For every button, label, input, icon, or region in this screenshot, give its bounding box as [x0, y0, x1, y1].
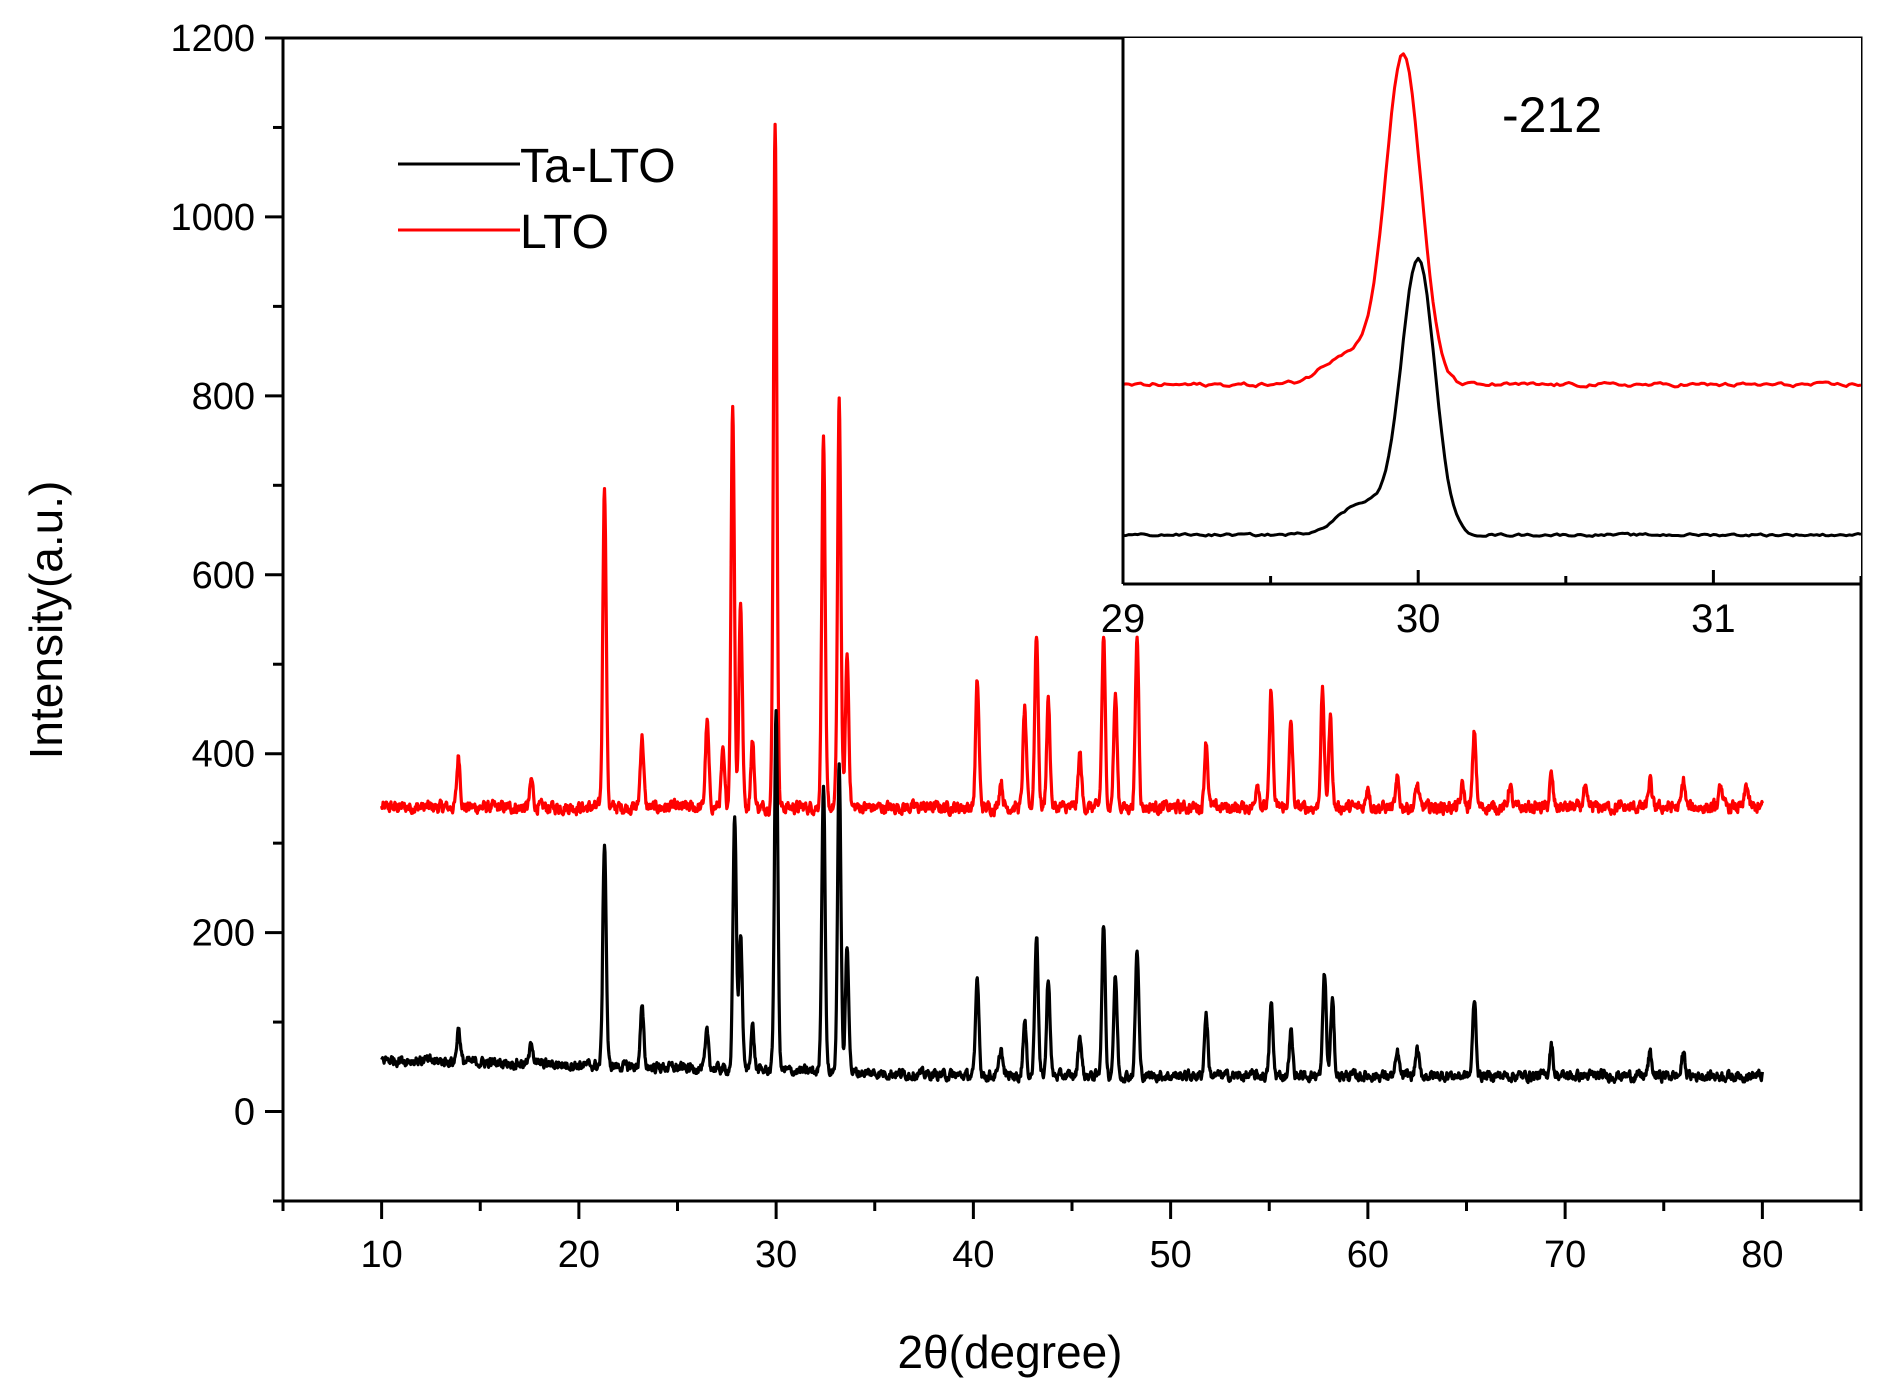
x-tick-label-60: 60: [1347, 1234, 1389, 1276]
x-tick-label-40: 40: [952, 1234, 994, 1276]
series-line-lto: [380, 122, 1764, 818]
y-axis-title: Intensity(a.u.): [20, 481, 72, 760]
inset-series-group: [1122, 52, 1862, 538]
x-tick-label-20: 20: [558, 1234, 600, 1276]
y-tick-label-0: 0: [234, 1092, 255, 1134]
inset-axis-tick-labels: 29 30 31: [1101, 597, 1736, 641]
y-tick-label-1000: 1000: [170, 197, 255, 239]
y-tick-label-200: 200: [192, 913, 255, 955]
inset-plot: 29 30 31 -212: [1101, 38, 1863, 641]
y-tick-label-400: 400: [192, 734, 255, 776]
main-series-group: [380, 122, 1764, 1085]
inset-background: [1123, 38, 1861, 584]
y-tick-label-800: 800: [192, 376, 255, 418]
legend: Ta-LTO LTO: [398, 140, 676, 259]
x-tick-label-30: 30: [755, 1234, 797, 1276]
main-axis-ticks: [265, 36, 1863, 1219]
legend-label-ta-lto: Ta-LTO: [520, 140, 676, 193]
x-tick-label-80: 80: [1741, 1234, 1783, 1276]
inset-x-tick-label-29: 29: [1101, 597, 1146, 641]
y-tick-label-600: 600: [192, 555, 255, 597]
inset-annotation: -212: [1502, 87, 1602, 143]
x-tick-label-70: 70: [1544, 1234, 1586, 1276]
inset-x-tick-label-31: 31: [1691, 597, 1736, 641]
x-tick-label-10: 10: [360, 1234, 402, 1276]
inset-series-line-ta-lto: [1122, 256, 1862, 538]
inset-x-tick-label-30: 30: [1396, 597, 1441, 641]
inset-axis-ticks: [1121, 570, 1863, 584]
inset-series-line-lto: [1122, 52, 1862, 389]
x-axis-title: 2θ(degree): [897, 1326, 1122, 1378]
series-line-ta-lto: [380, 708, 1764, 1085]
legend-label-lto: LTO: [520, 206, 609, 259]
y-tick-label-1200: 1200: [170, 18, 255, 60]
x-tick-label-50: 50: [1149, 1234, 1191, 1276]
